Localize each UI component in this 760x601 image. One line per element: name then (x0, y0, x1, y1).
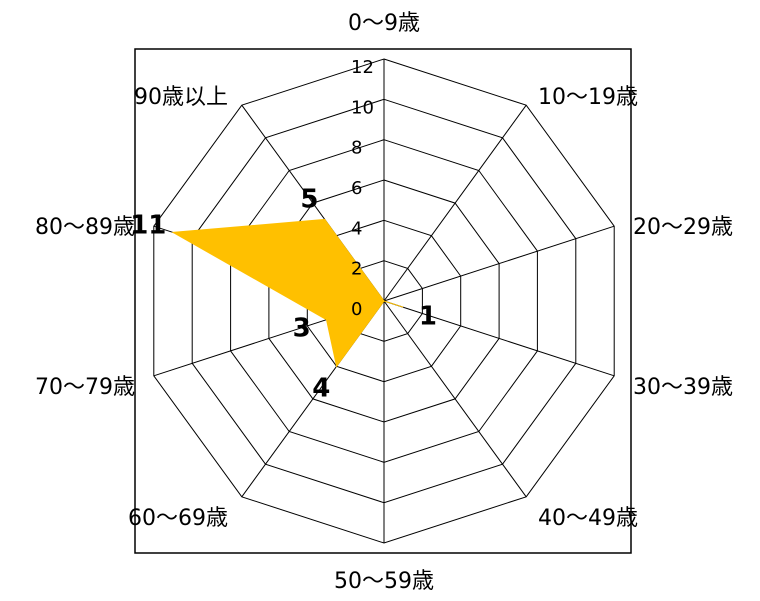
data-label: 4 (312, 373, 330, 403)
category-label: 0〜9歳 (348, 11, 420, 36)
tick-label: 8 (351, 138, 362, 159)
category-label: 70〜79歳 (35, 375, 135, 400)
axis-spoke (383, 300, 615, 377)
series (171, 218, 404, 368)
category-label: 10〜19歳 (538, 85, 638, 110)
tick-label: 4 (351, 218, 362, 239)
series-area (171, 218, 404, 368)
category-label: 40〜49歳 (538, 506, 638, 531)
tick-label: 0 (351, 299, 362, 320)
category-label: 60〜69歳 (128, 506, 228, 531)
category-label: 80〜89歳 (35, 215, 135, 240)
tick-label: 2 (351, 259, 362, 280)
axis-spoke (383, 104, 527, 302)
tick-label: 12 (351, 57, 374, 78)
category-labels: 0〜9歳 10〜19歳 20〜29歳 30〜39歳 40〜49歳 50〜59歳 60〜69歳… (35, 11, 733, 594)
tick-label: 6 (351, 178, 362, 199)
category-label: 20〜29歳 (633, 215, 733, 240)
data-label: 5 (300, 184, 318, 214)
category-label: 90歳以上 (134, 85, 228, 110)
category-label: 30〜39歳 (633, 375, 733, 400)
axis-spoke (383, 300, 527, 498)
tick-label: 10 (351, 97, 374, 118)
tick-labels: 0 2 4 6 8 10 12 (351, 57, 374, 320)
data-label: 3 (293, 314, 311, 344)
data-label: 1 (419, 301, 437, 331)
data-label: 11 (130, 210, 166, 240)
axis-spoke (383, 225, 615, 302)
category-label: 50〜59歳 (334, 569, 434, 594)
